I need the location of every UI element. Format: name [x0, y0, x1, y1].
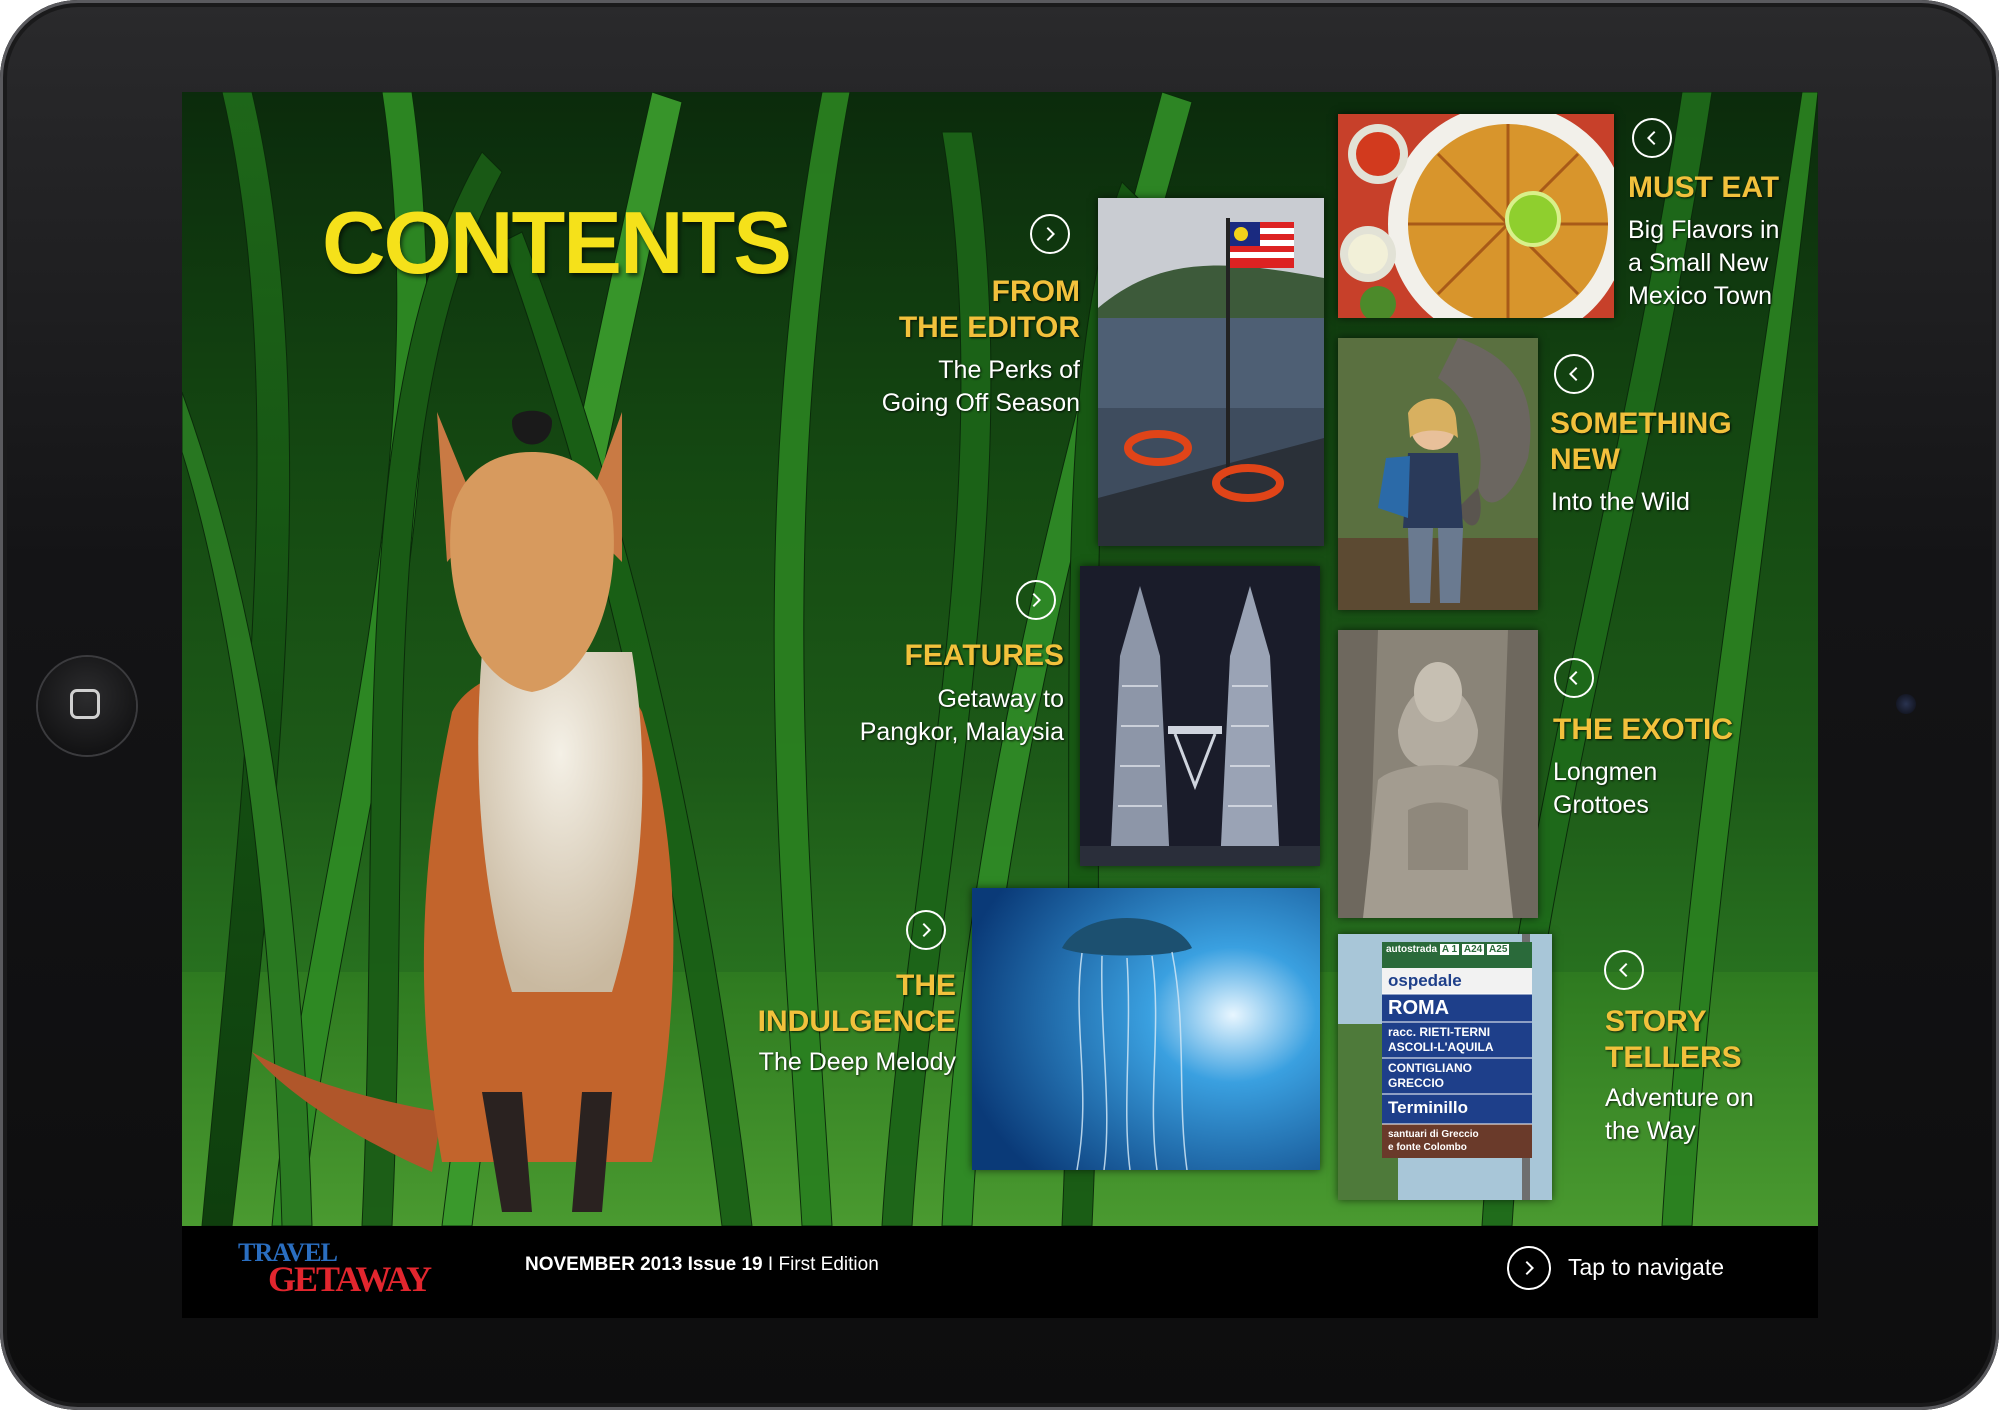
exotic-nav-button[interactable]: [1554, 658, 1594, 698]
from-editor-nav-button[interactable]: [1030, 214, 1070, 254]
home-square-icon: [70, 689, 100, 719]
petronas-towers-image: [1080, 566, 1320, 866]
buddha-statue-image: [1338, 630, 1538, 918]
exotic-title: THE EXOTIC: [1553, 713, 1734, 746]
front-camera: [1896, 694, 1916, 714]
page-title: CONTENTS: [322, 193, 792, 292]
sign-rieti-terni: racc. RIETI-TERNI ASCOLI-L'AQUILA: [1388, 1025, 1494, 1054]
sign-terminillo: Terminillo: [1388, 1098, 1468, 1117]
something-new-nav-button[interactable]: [1554, 354, 1594, 394]
chevron-right-icon: [1032, 592, 1042, 608]
home-button[interactable]: [38, 657, 136, 755]
chevron-left-icon: [1568, 366, 1578, 382]
chevron-left-icon: [1618, 962, 1628, 978]
fox-illustration: [252, 410, 674, 1212]
story-tellers-nav-button[interactable]: [1604, 950, 1644, 990]
exotic-photo[interactable]: [1338, 630, 1538, 918]
quesadilla-image: [1338, 114, 1614, 318]
features-title: FEATURES: [904, 639, 1064, 672]
must-eat-photo[interactable]: [1338, 114, 1614, 318]
story-tellers-subtitle: Adventure on the Way: [1605, 1084, 1754, 1145]
must-eat-title: MUST EAT: [1628, 171, 1780, 204]
something-new-photo[interactable]: [1338, 338, 1538, 610]
from-editor-subtitle: The Perks of Going Off Season: [881, 356, 1080, 417]
footer-bar: TRAVEL GETAWAY NOVEMBER 2013 Issue 19 I …: [182, 1226, 1818, 1318]
issue-info: NOVEMBER 2013 Issue 19 I First Edition: [525, 1254, 879, 1275]
features-photo[interactable]: [1080, 566, 1320, 866]
chevron-right-icon: [922, 922, 932, 938]
features-subtitle: Getaway to Pangkor, Malaysia: [859, 685, 1064, 746]
tap-to-navigate-label: Tap to navigate: [1568, 1254, 1725, 1280]
something-new-title: SOMETHING NEW: [1550, 407, 1732, 476]
contents-page: CONTENTS FROM THE EDITOR The Perks of Go…: [182, 92, 1818, 1226]
story-tellers-title: STORY TELLERS: [1605, 1005, 1742, 1074]
sign-autostrada: autostrada A 1 A24 A25: [1386, 944, 1510, 955]
chevron-left-icon: [1646, 130, 1656, 146]
from-editor-title: FROM THE EDITOR: [898, 275, 1080, 344]
sign-santuari: santuari di Greccio e fonte Colombo: [1388, 1129, 1479, 1153]
jellyfish-image: [972, 888, 1320, 1170]
boat-flag-image: [1098, 198, 1324, 546]
features-nav-button[interactable]: [1016, 580, 1056, 620]
must-eat-nav-button[interactable]: [1632, 118, 1672, 158]
chevron-right-icon: [1525, 1260, 1535, 1276]
exotic-subtitle: Longmen Grottoes: [1553, 758, 1658, 819]
indulgence-photo[interactable]: [972, 888, 1320, 1170]
indulgence-title: THE INDULGENCE: [757, 969, 956, 1038]
chevron-left-icon: [1568, 670, 1578, 686]
sign-contigliano: CONTIGLIANO GRECCIO: [1388, 1061, 1472, 1090]
sign-ospedale: ospedale: [1388, 971, 1462, 990]
tap-to-navigate-button[interactable]: [1507, 1246, 1551, 1290]
something-new-subtitle: Into the Wild: [1551, 488, 1690, 516]
chevron-right-icon: [1046, 226, 1056, 242]
elephant-traveler-image: [1338, 338, 1538, 610]
travel-getaway-logo[interactable]: TRAVEL GETAWAY: [238, 1238, 432, 1299]
indulgence-subtitle: The Deep Melody: [758, 1048, 956, 1076]
from-editor-photo[interactable]: [1098, 198, 1324, 546]
magazine-screen: CONTENTS FROM THE EDITOR The Perks of Go…: [182, 92, 1818, 1318]
road-signs-image: [1338, 934, 1552, 1200]
sign-roma: ROMA: [1388, 997, 1450, 1019]
must-eat-subtitle: Big Flavors in a Small New Mexico Town: [1628, 216, 1780, 310]
story-tellers-photo[interactable]: autostrada A 1 A24 A25 ospedale ROMA rac…: [1338, 934, 1552, 1200]
indulgence-nav-button[interactable]: [906, 910, 946, 950]
